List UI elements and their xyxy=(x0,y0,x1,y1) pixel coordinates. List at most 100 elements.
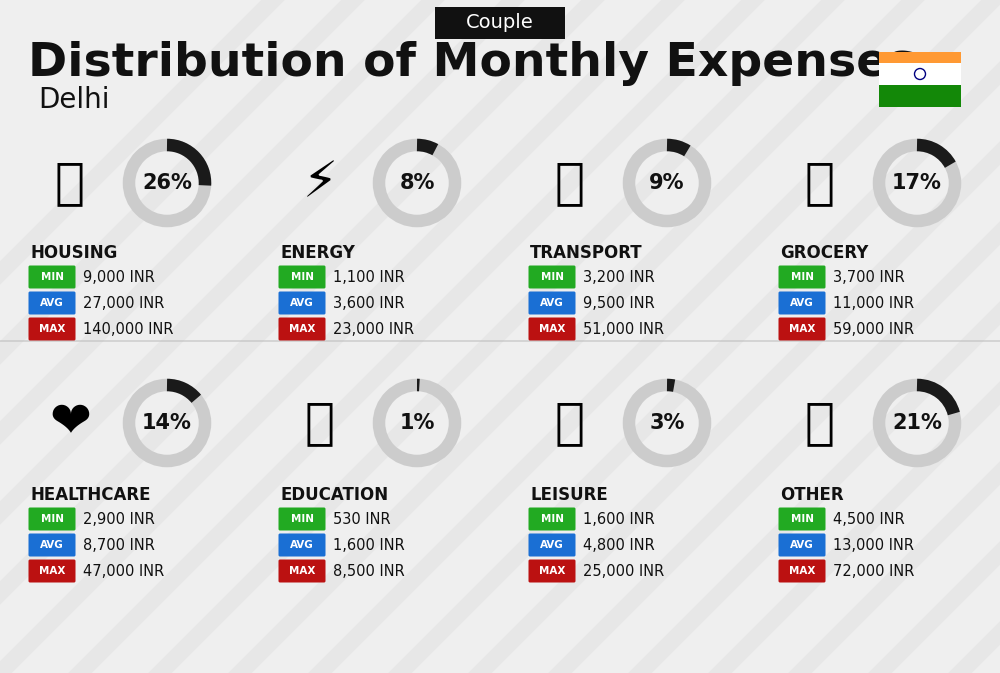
Text: AVG: AVG xyxy=(40,298,64,308)
Text: Couple: Couple xyxy=(466,13,534,32)
Text: ENERGY: ENERGY xyxy=(280,244,355,262)
Text: 8,500 INR: 8,500 INR xyxy=(333,563,405,579)
Text: LEISURE: LEISURE xyxy=(530,486,608,504)
FancyBboxPatch shape xyxy=(879,63,961,85)
Text: 🛍: 🛍 xyxy=(555,399,585,447)
FancyBboxPatch shape xyxy=(528,291,576,314)
Text: EDUCATION: EDUCATION xyxy=(280,486,388,504)
Text: 3,600 INR: 3,600 INR xyxy=(333,295,405,310)
FancyBboxPatch shape xyxy=(28,507,76,530)
Text: 🛒: 🛒 xyxy=(805,159,835,207)
Text: 21%: 21% xyxy=(892,413,942,433)
FancyBboxPatch shape xyxy=(278,559,326,583)
Text: Delhi: Delhi xyxy=(38,86,110,114)
FancyBboxPatch shape xyxy=(879,52,961,74)
FancyBboxPatch shape xyxy=(778,507,826,530)
FancyBboxPatch shape xyxy=(435,7,565,39)
FancyBboxPatch shape xyxy=(528,266,576,289)
Text: MIN: MIN xyxy=(290,272,314,282)
Text: 11,000 INR: 11,000 INR xyxy=(833,295,914,310)
Text: Distribution of Monthly Expenses: Distribution of Monthly Expenses xyxy=(28,40,916,85)
FancyBboxPatch shape xyxy=(778,534,826,557)
Text: 27,000 INR: 27,000 INR xyxy=(83,295,164,310)
Text: 14%: 14% xyxy=(142,413,192,433)
Text: 💰: 💰 xyxy=(805,399,835,447)
Text: ⚡: ⚡ xyxy=(302,159,338,207)
Text: 4,800 INR: 4,800 INR xyxy=(583,538,655,553)
Text: 72,000 INR: 72,000 INR xyxy=(833,563,914,579)
Text: 9%: 9% xyxy=(649,173,685,193)
Text: AVG: AVG xyxy=(540,298,564,308)
FancyBboxPatch shape xyxy=(28,534,76,557)
Text: 2,900 INR: 2,900 INR xyxy=(83,511,155,526)
Text: AVG: AVG xyxy=(40,540,64,550)
Text: 1,600 INR: 1,600 INR xyxy=(583,511,655,526)
Text: MAX: MAX xyxy=(39,566,65,576)
Text: MIN: MIN xyxy=(790,272,814,282)
Text: 9,500 INR: 9,500 INR xyxy=(583,295,655,310)
Text: 51,000 INR: 51,000 INR xyxy=(583,322,664,336)
Text: AVG: AVG xyxy=(290,298,314,308)
FancyBboxPatch shape xyxy=(278,291,326,314)
FancyBboxPatch shape xyxy=(778,559,826,583)
FancyBboxPatch shape xyxy=(278,534,326,557)
Text: 🚌: 🚌 xyxy=(555,159,585,207)
Text: 17%: 17% xyxy=(892,173,942,193)
Text: 26%: 26% xyxy=(142,173,192,193)
FancyBboxPatch shape xyxy=(28,291,76,314)
Text: HEALTHCARE: HEALTHCARE xyxy=(30,486,150,504)
Text: MAX: MAX xyxy=(539,566,565,576)
Text: MIN: MIN xyxy=(290,514,314,524)
Text: 1,100 INR: 1,100 INR xyxy=(333,269,405,285)
Text: 🎓: 🎓 xyxy=(305,399,335,447)
Text: 59,000 INR: 59,000 INR xyxy=(833,322,914,336)
Text: 3%: 3% xyxy=(649,413,685,433)
Text: MAX: MAX xyxy=(789,324,815,334)
FancyBboxPatch shape xyxy=(528,534,576,557)
Text: 23,000 INR: 23,000 INR xyxy=(333,322,414,336)
Text: 8%: 8% xyxy=(399,173,435,193)
Text: TRANSPORT: TRANSPORT xyxy=(530,244,643,262)
Text: MAX: MAX xyxy=(539,324,565,334)
FancyBboxPatch shape xyxy=(778,318,826,341)
Text: MAX: MAX xyxy=(39,324,65,334)
Text: 9,000 INR: 9,000 INR xyxy=(83,269,155,285)
Text: HOUSING: HOUSING xyxy=(30,244,117,262)
Text: 13,000 INR: 13,000 INR xyxy=(833,538,914,553)
FancyBboxPatch shape xyxy=(28,266,76,289)
Text: AVG: AVG xyxy=(790,540,814,550)
FancyBboxPatch shape xyxy=(28,559,76,583)
Text: MIN: MIN xyxy=(40,272,64,282)
Text: MIN: MIN xyxy=(540,514,564,524)
Text: AVG: AVG xyxy=(790,298,814,308)
Text: 3,700 INR: 3,700 INR xyxy=(833,269,905,285)
Text: 1,600 INR: 1,600 INR xyxy=(333,538,405,553)
Text: 25,000 INR: 25,000 INR xyxy=(583,563,664,579)
FancyBboxPatch shape xyxy=(278,507,326,530)
Text: 47,000 INR: 47,000 INR xyxy=(83,563,164,579)
Text: MIN: MIN xyxy=(40,514,64,524)
Text: MIN: MIN xyxy=(790,514,814,524)
FancyBboxPatch shape xyxy=(778,291,826,314)
Text: 140,000 INR: 140,000 INR xyxy=(83,322,174,336)
Text: 1%: 1% xyxy=(399,413,435,433)
Text: 530 INR: 530 INR xyxy=(333,511,391,526)
Text: MIN: MIN xyxy=(540,272,564,282)
FancyBboxPatch shape xyxy=(778,266,826,289)
Text: MAX: MAX xyxy=(289,566,315,576)
FancyBboxPatch shape xyxy=(528,318,576,341)
FancyBboxPatch shape xyxy=(528,559,576,583)
Text: ❤: ❤ xyxy=(49,399,91,447)
Text: 🏗: 🏗 xyxy=(55,159,85,207)
FancyBboxPatch shape xyxy=(879,85,961,107)
Text: 4,500 INR: 4,500 INR xyxy=(833,511,905,526)
FancyBboxPatch shape xyxy=(528,507,576,530)
FancyBboxPatch shape xyxy=(28,318,76,341)
FancyBboxPatch shape xyxy=(278,318,326,341)
Text: 8,700 INR: 8,700 INR xyxy=(83,538,155,553)
Text: 3,200 INR: 3,200 INR xyxy=(583,269,655,285)
Text: AVG: AVG xyxy=(540,540,564,550)
Text: AVG: AVG xyxy=(290,540,314,550)
Text: MAX: MAX xyxy=(289,324,315,334)
Text: GROCERY: GROCERY xyxy=(780,244,868,262)
